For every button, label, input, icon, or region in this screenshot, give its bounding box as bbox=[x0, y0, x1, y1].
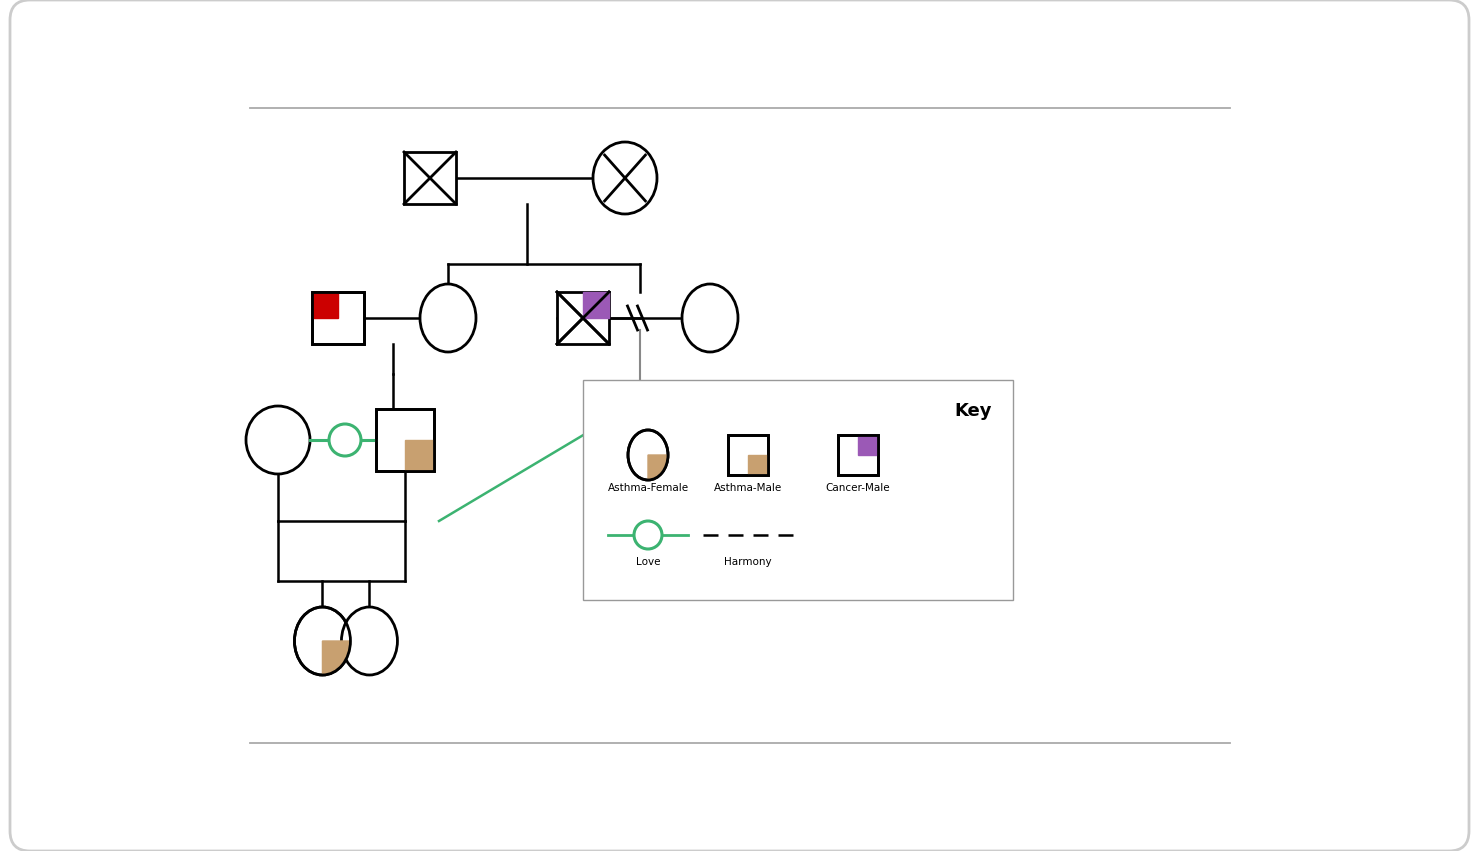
Bar bbox=[558, 292, 609, 344]
Text: Asthma-Male: Asthma-Male bbox=[714, 483, 782, 493]
Text: Key: Key bbox=[954, 402, 992, 420]
FancyBboxPatch shape bbox=[10, 0, 1469, 851]
Bar bbox=[404, 152, 456, 204]
Bar bbox=[728, 435, 768, 475]
Ellipse shape bbox=[342, 607, 398, 675]
Polygon shape bbox=[405, 440, 433, 471]
Ellipse shape bbox=[420, 284, 476, 352]
Text: Harmony: Harmony bbox=[725, 557, 772, 567]
Polygon shape bbox=[322, 641, 351, 675]
Bar bbox=[728, 435, 768, 475]
Bar bbox=[312, 292, 364, 344]
Bar bbox=[312, 292, 364, 344]
Bar bbox=[376, 409, 433, 471]
Ellipse shape bbox=[593, 142, 657, 214]
Text: Asthma-Female: Asthma-Female bbox=[608, 483, 689, 493]
Ellipse shape bbox=[682, 284, 738, 352]
Bar bbox=[839, 435, 879, 475]
Polygon shape bbox=[312, 292, 339, 318]
Ellipse shape bbox=[294, 607, 351, 675]
Ellipse shape bbox=[328, 424, 361, 456]
Ellipse shape bbox=[629, 430, 669, 480]
Ellipse shape bbox=[634, 521, 663, 549]
Polygon shape bbox=[648, 455, 669, 480]
Text: Love: Love bbox=[636, 557, 660, 567]
Polygon shape bbox=[748, 455, 768, 475]
Ellipse shape bbox=[612, 405, 669, 473]
Bar bbox=[376, 409, 433, 471]
Text: Cancer-Male: Cancer-Male bbox=[825, 483, 890, 493]
Bar bbox=[583, 380, 1013, 600]
Polygon shape bbox=[583, 292, 609, 318]
Bar bbox=[839, 435, 879, 475]
Polygon shape bbox=[858, 435, 879, 455]
Ellipse shape bbox=[246, 406, 311, 474]
